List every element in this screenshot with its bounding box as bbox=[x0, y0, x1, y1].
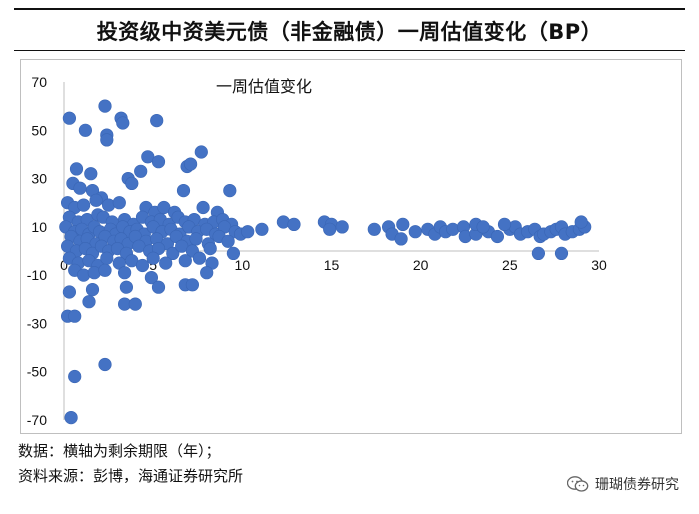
data-point bbox=[82, 295, 96, 309]
data-point bbox=[189, 232, 203, 246]
data-point bbox=[490, 229, 505, 244]
figure-title: 投资级中资美元债（非金融债）一周估值变化（BP） bbox=[96, 20, 603, 44]
data-note: 数据：横轴为剩余期限（年）； bbox=[18, 442, 221, 460]
data-point bbox=[192, 251, 207, 265]
data-point bbox=[166, 246, 180, 260]
data-point bbox=[223, 184, 237, 198]
y-tick-label: 10 bbox=[31, 219, 47, 235]
data-point bbox=[184, 157, 198, 171]
data-point bbox=[408, 225, 422, 239]
data-point bbox=[73, 181, 87, 195]
x-tick-label: 30 bbox=[591, 257, 607, 273]
chart-title: 一周估值变化 bbox=[216, 77, 312, 96]
data-point bbox=[335, 220, 349, 234]
data-point bbox=[101, 198, 116, 212]
x-tick-label: 20 bbox=[413, 257, 429, 273]
data-point bbox=[150, 113, 164, 128]
data-point bbox=[98, 99, 112, 113]
wechat-icon bbox=[566, 475, 589, 493]
data-point bbox=[100, 251, 114, 265]
data-point bbox=[85, 283, 100, 297]
x-tick-label: 15 bbox=[324, 257, 340, 273]
data-point bbox=[221, 234, 235, 248]
data-point bbox=[112, 196, 126, 210]
data-point bbox=[323, 222, 337, 236]
data-point bbox=[574, 215, 588, 229]
y-tick-label: 70 bbox=[31, 74, 47, 90]
x-tick-label: 25 bbox=[502, 257, 518, 273]
data-point bbox=[497, 217, 512, 231]
watermark-text: 珊瑚债券研究 bbox=[595, 477, 679, 493]
data-point bbox=[446, 222, 460, 236]
data-point bbox=[68, 369, 82, 384]
data-point bbox=[84, 167, 98, 181]
data-point bbox=[396, 217, 410, 231]
data-point bbox=[117, 266, 132, 280]
data-point bbox=[226, 246, 240, 260]
data-point bbox=[62, 285, 77, 299]
data-point bbox=[68, 309, 82, 323]
data-point bbox=[78, 123, 93, 137]
x-tick-label: 10 bbox=[235, 257, 251, 273]
data-point bbox=[69, 162, 84, 176]
data-point bbox=[116, 116, 130, 130]
x-tick-label: 0 bbox=[60, 257, 68, 273]
data-point bbox=[255, 222, 269, 236]
data-point bbox=[151, 280, 166, 294]
data-point bbox=[98, 357, 112, 372]
data-point bbox=[135, 258, 150, 273]
y-tick-label: -30 bbox=[27, 315, 47, 331]
y-tick-label: -70 bbox=[27, 412, 47, 428]
data-point bbox=[76, 268, 91, 282]
y-tick-label: 30 bbox=[31, 171, 47, 187]
data-point bbox=[151, 155, 166, 169]
data-point bbox=[194, 145, 208, 159]
x-tick-label: 5 bbox=[149, 257, 157, 273]
watermark: 珊瑚债券研究 bbox=[566, 474, 679, 494]
data-point bbox=[241, 225, 255, 239]
data-point bbox=[64, 411, 78, 425]
data-point bbox=[185, 278, 199, 292]
data-point bbox=[100, 133, 114, 147]
top-rule-lower bbox=[14, 50, 685, 51]
data-point bbox=[196, 200, 210, 215]
data-point bbox=[476, 220, 490, 234]
data-point bbox=[200, 266, 214, 280]
y-tick-label: -50 bbox=[27, 364, 47, 380]
data-point bbox=[89, 193, 103, 207]
y-tick-label: -10 bbox=[27, 267, 47, 283]
data-point bbox=[176, 184, 191, 198]
scatter-chart: 70 50 30 10 -10 -30 -50 -70 0 5 10 15 20 25 30 一周估值变化 bbox=[27, 74, 607, 428]
data-point bbox=[134, 164, 148, 178]
data-point bbox=[367, 222, 381, 236]
source-note: 资料来源：彭博，海通证券研究所 bbox=[18, 467, 244, 485]
data-point bbox=[125, 176, 139, 190]
data-point bbox=[394, 232, 408, 246]
data-point bbox=[203, 242, 217, 256]
chart-frame: 70 50 30 10 -10 -30 -50 -70 0 5 10 15 20 25 30 一周估值变化 bbox=[20, 59, 682, 434]
data-point bbox=[531, 246, 546, 260]
data-point bbox=[146, 251, 160, 265]
data-point bbox=[98, 263, 112, 277]
data-point bbox=[159, 256, 173, 270]
data-point bbox=[62, 111, 77, 125]
data-point bbox=[287, 217, 301, 231]
y-tick-label: 50 bbox=[31, 122, 47, 138]
data-point bbox=[554, 246, 569, 260]
data-point bbox=[128, 297, 142, 311]
data-point bbox=[119, 280, 133, 294]
data-point bbox=[144, 271, 158, 285]
top-rule-upper bbox=[14, 8, 685, 10]
data-point bbox=[87, 266, 101, 280]
data-point bbox=[76, 198, 91, 212]
data-point bbox=[178, 254, 192, 268]
